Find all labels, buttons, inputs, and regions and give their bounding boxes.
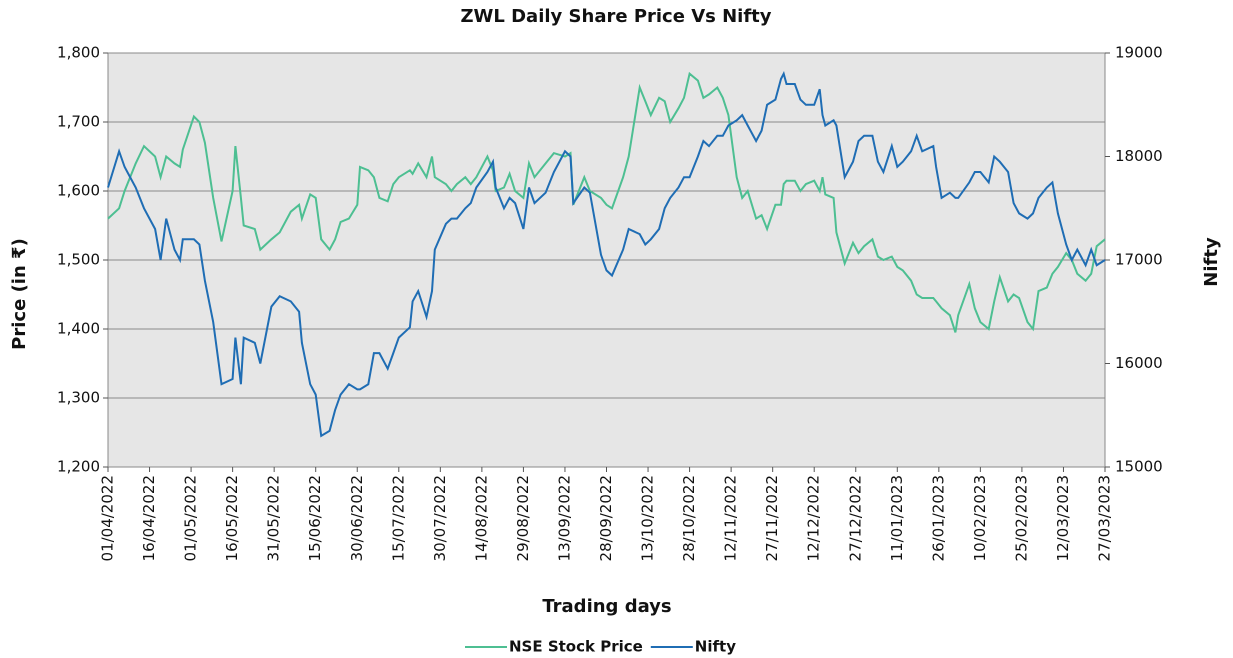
x-tick-label: 16/04/2022: [140, 475, 158, 561]
x-tick-label: 16/05/2022: [223, 475, 241, 561]
x-tick-label: 27/12/2022: [846, 475, 864, 561]
x-tick-label: 27/03/2023: [1096, 475, 1114, 561]
legend-label: Nifty: [695, 638, 736, 656]
x-tick-label: 26/01/2023: [929, 475, 947, 561]
x-tick-label: 13/09/2022: [555, 475, 573, 561]
x-tick-label: 28/09/2022: [597, 475, 615, 561]
y2-tick-label: 18000: [1115, 147, 1163, 165]
y2-tick-label: 19000: [1115, 44, 1163, 62]
line-series: [107, 71, 1106, 333]
x-tick-label: 30/06/2022: [348, 475, 366, 561]
y-tick-label: 1,300: [57, 389, 100, 407]
y-tick-label: 1,500: [57, 251, 100, 269]
y2-axis-label: Nifty: [1201, 237, 1222, 287]
x-tick-label: 31/05/2022: [265, 475, 283, 561]
y-tick-label: 1,400: [57, 320, 100, 338]
x-tick-label: 12/03/2023: [1054, 475, 1072, 561]
y-tick-label: 1,800: [57, 44, 100, 62]
y-tick-label: 1,600: [57, 182, 100, 200]
x-tick-label: 01/04/2022: [99, 475, 117, 561]
y2-tick-label: 17000: [1115, 251, 1163, 269]
x-tick-label: 12/12/2022: [805, 475, 823, 561]
x-tick-label: 15/07/2022: [389, 475, 407, 561]
x-axis-label: Trading days: [542, 596, 671, 617]
x-tick-label: 13/10/2022: [639, 475, 657, 561]
y-tick-label: 1,700: [57, 113, 100, 131]
x-tick-label: 11/01/2023: [888, 475, 906, 561]
x-tick-label: 12/11/2022: [722, 475, 740, 561]
chart-title: ZWL Daily Share Price Vs Nifty: [460, 6, 771, 27]
y-axis-label: Price (in ₹): [9, 238, 30, 350]
y-tick-label: 1,200: [57, 458, 100, 476]
y2-tick-label: 16000: [1115, 354, 1163, 372]
x-tick-label: 14/08/2022: [472, 475, 490, 561]
legend-label: NSE Stock Price: [509, 638, 643, 656]
y2-tick-label: 15000: [1115, 458, 1163, 476]
x-tick-label: 25/02/2023: [1012, 475, 1030, 561]
x-tick-label: 10/02/2023: [971, 475, 989, 561]
x-tick-label: 01/05/2022: [182, 475, 200, 561]
line-series: [107, 70, 1106, 438]
x-tick-label: 28/10/2022: [680, 475, 698, 561]
x-tick-label: 30/07/2022: [431, 475, 449, 561]
x-tick-label: 15/06/2022: [306, 475, 324, 561]
x-tick-label: 29/08/2022: [514, 475, 532, 561]
x-tick-label: 27/11/2022: [763, 475, 781, 561]
